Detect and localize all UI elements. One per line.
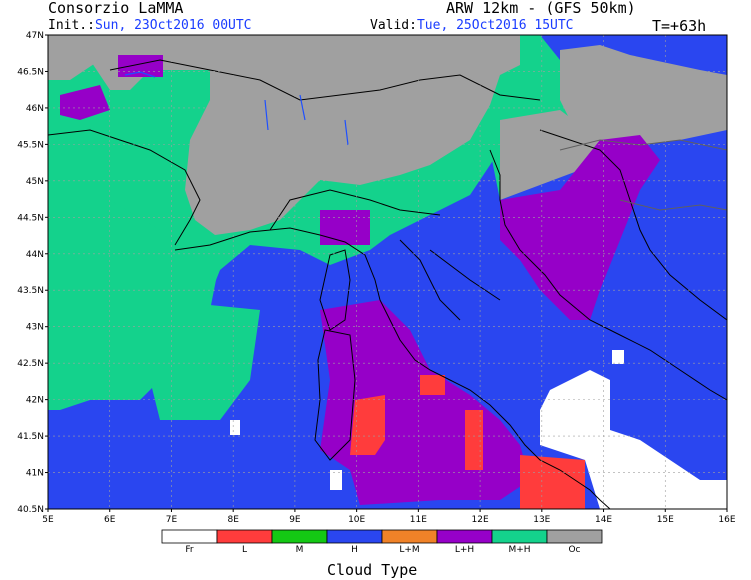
area-mid-high-south xyxy=(150,300,260,420)
cloud-field xyxy=(48,35,727,509)
latitude-ticks: 47N 46.5N 46N 45.5N 45N 44.5N 44N 43.5N 43N 42.5N… xyxy=(17,31,48,515)
x-tick-label: 11E xyxy=(410,515,427,525)
org-title: Consorzio LaMMA xyxy=(48,0,184,17)
lat-lon-grid xyxy=(48,35,727,509)
area-low-high-alps xyxy=(118,55,163,77)
x-tick-label: 12E xyxy=(472,515,489,525)
x-tick-label: 10E xyxy=(348,515,365,525)
area-clear-balkan xyxy=(612,350,624,364)
longitude-ticks: 5E 6E 7E 8E 9E 10E 11E 12E 13E 14E 15E 16E xyxy=(42,509,736,525)
legend-label: Oc xyxy=(568,545,581,555)
area-low-campania xyxy=(520,455,585,509)
y-tick-label: 45.5N xyxy=(17,140,44,150)
x-tick-label: 6E xyxy=(104,515,116,525)
valid-label: Valid: xyxy=(370,18,417,33)
x-tick-label: 14E xyxy=(595,515,612,525)
area-overcast-west xyxy=(48,35,110,80)
coast-corsica xyxy=(319,249,351,331)
area-low-high-liguria xyxy=(320,210,370,245)
area-low-coast xyxy=(420,375,445,395)
area-overcast-alps xyxy=(90,35,520,235)
y-tick-label: 40.5N xyxy=(17,505,44,515)
legend-swatch-h xyxy=(326,529,383,544)
legend-label: Fr xyxy=(185,545,194,555)
border-regions xyxy=(269,189,501,321)
lead-time: T=+63h xyxy=(652,17,707,35)
legend-label: H xyxy=(351,545,358,555)
init-value: Sun, 23Oct2016 00UTC xyxy=(94,18,252,33)
border-switzerland xyxy=(109,59,541,101)
legend-swatch-m xyxy=(271,529,328,544)
y-tick-label: 42.5N xyxy=(17,359,44,369)
lake-geneva xyxy=(124,71,156,78)
area-clear-tyrrhenian xyxy=(330,470,342,490)
coast-adriatic xyxy=(489,149,727,401)
x-tick-label: 9E xyxy=(289,515,301,525)
y-tick-label: 46N xyxy=(26,104,44,114)
legend-swatch-oc xyxy=(546,529,603,544)
valid-line: Valid:Tue, 25Oct2016 15UTC xyxy=(370,19,574,33)
y-tick-label: 44N xyxy=(26,250,44,260)
coast-dalmatia xyxy=(539,129,727,321)
legend-swatch-l-h xyxy=(436,529,493,544)
legend-label: M+H xyxy=(508,545,531,555)
init-label: Init.: xyxy=(48,18,95,33)
legend-title: Cloud Type xyxy=(327,561,418,579)
area-overcast-northeast xyxy=(500,110,600,200)
y-tick-label: 45N xyxy=(26,177,44,187)
y-tick-label: 42N xyxy=(26,396,44,406)
x-tick-label: 8E xyxy=(227,515,239,525)
x-tick-label: 7E xyxy=(166,515,178,525)
model-title: ARW 12km - (GFS 50km) xyxy=(446,0,636,17)
lake-garda xyxy=(344,119,349,146)
x-tick-label: 15E xyxy=(657,515,674,525)
legend-label: L xyxy=(241,545,247,555)
legend-swatch-fr xyxy=(161,529,218,544)
legend-swatch-m-h xyxy=(491,529,548,544)
lake-como xyxy=(299,94,306,121)
coastlines xyxy=(48,59,727,509)
area-mid-high-sea xyxy=(48,195,220,400)
legend-label: L+M xyxy=(399,545,420,555)
y-tick-label: 47N xyxy=(26,31,44,41)
x-tick-label: 5E xyxy=(42,515,54,525)
area-clear-southeast xyxy=(540,370,727,509)
y-tick-label: 41.5N xyxy=(17,432,44,442)
legend-colorbar xyxy=(161,529,603,544)
y-tick-label: 43N xyxy=(26,323,44,333)
legend-swatch-l-m xyxy=(381,529,438,544)
x-tick-label: 16E xyxy=(718,515,735,525)
init-line: Init.:Sun, 23Oct2016 00UTC xyxy=(48,19,252,33)
valid-value: Tue, 25Oct2016 15UTC xyxy=(416,18,574,33)
area-overcast-east xyxy=(560,45,727,150)
y-tick-label: 46.5N xyxy=(17,67,44,77)
legend-label: L+H xyxy=(454,545,475,555)
x-tick-label: 13E xyxy=(533,515,550,525)
legend-label: M xyxy=(295,545,304,555)
border-balkans xyxy=(559,139,727,211)
area-low-high-adriatic xyxy=(500,135,660,320)
coast-liguria-tyrrhenian xyxy=(174,227,611,509)
legend-swatch-l xyxy=(216,529,273,544)
lakes xyxy=(124,71,349,146)
coast-sardinia xyxy=(314,329,356,461)
area-clear-sardinia xyxy=(230,420,240,435)
y-tick-label: 44.5N xyxy=(17,213,44,223)
map-frame xyxy=(47,34,728,510)
lake-maggiore xyxy=(264,99,269,131)
area-low-high-northwest xyxy=(60,85,110,120)
area-low-tyrrhenian xyxy=(350,395,385,455)
area-low-lazio xyxy=(465,410,483,470)
y-tick-label: 43.5N xyxy=(17,286,44,296)
y-tick-label: 41N xyxy=(26,469,44,479)
border-alps xyxy=(48,129,201,246)
